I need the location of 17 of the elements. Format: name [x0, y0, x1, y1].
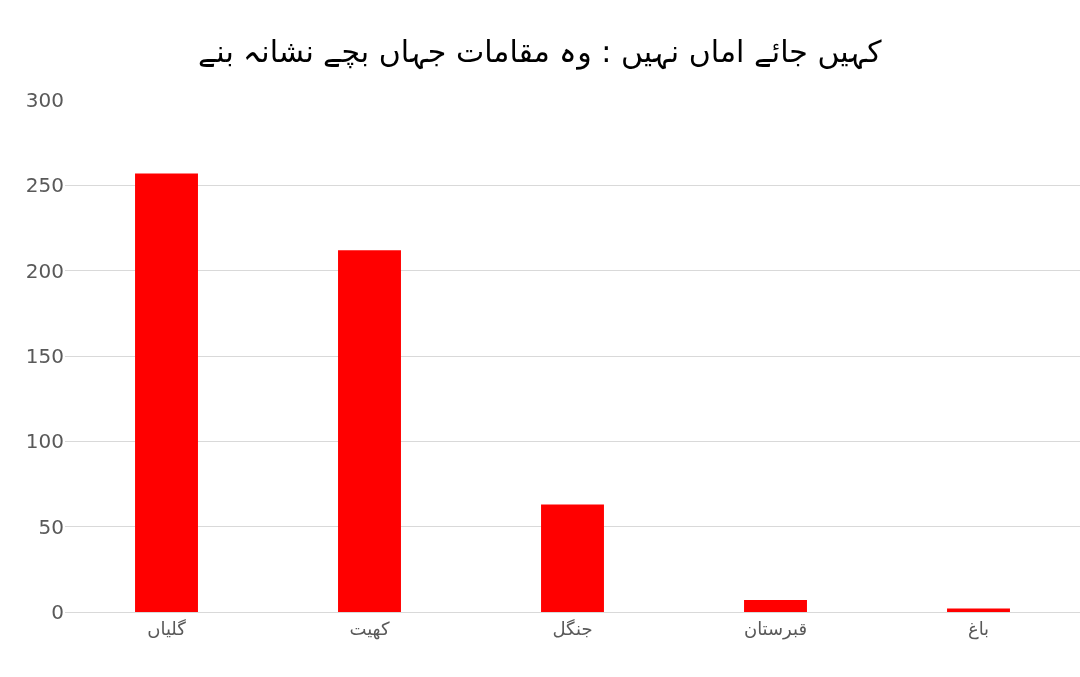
x-tick-label: باغ: [967, 617, 990, 640]
x-tick-label: گلیاں: [147, 617, 187, 639]
x-tick-label: کھیت: [349, 617, 390, 640]
y-tick-label: 100: [25, 429, 64, 454]
x-tick-label: جنگل: [552, 617, 593, 639]
y-tick-label: 200: [25, 258, 64, 283]
x-tick-label: قبرستان: [743, 617, 808, 640]
bar: [135, 173, 198, 612]
chart-title: کہیں جائے اماں نہیں : وہ مقامات جہاں بچے نشانہ بنے: [198, 33, 883, 70]
bar: [541, 504, 604, 612]
y-tick-label: 150: [25, 344, 64, 368]
y-tick-label: 0: [51, 600, 64, 624]
y-tick-label: 50: [38, 514, 64, 539]
y-tick-label: 300: [25, 88, 64, 112]
bar: [744, 600, 807, 612]
bar: [338, 250, 401, 612]
y-tick-label: 250: [25, 173, 64, 198]
